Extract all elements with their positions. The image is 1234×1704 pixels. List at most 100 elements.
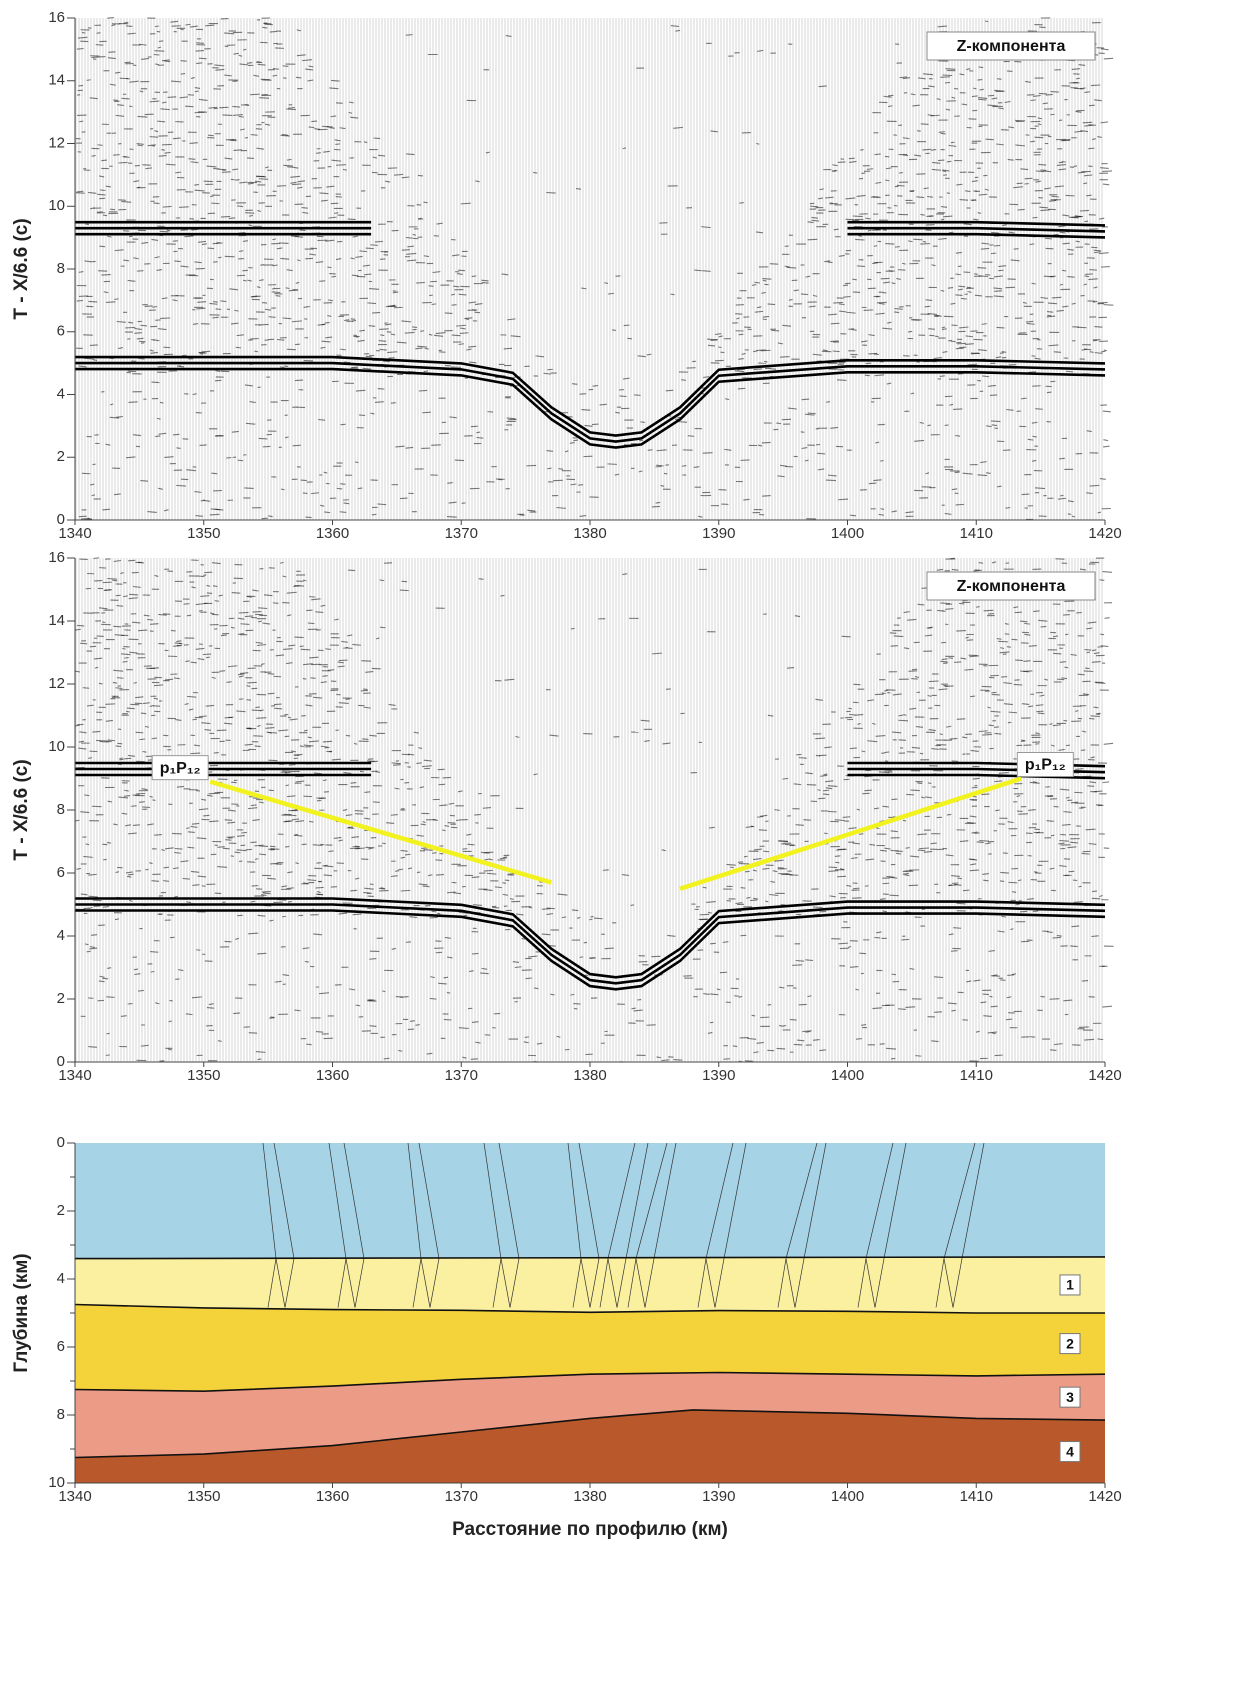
noise bbox=[571, 383, 578, 385]
noise bbox=[977, 97, 988, 99]
noise bbox=[919, 847, 930, 850]
noise bbox=[155, 435, 161, 438]
noise bbox=[1020, 740, 1025, 743]
noise bbox=[1020, 670, 1029, 673]
noise bbox=[296, 29, 301, 32]
noise bbox=[1013, 248, 1019, 250]
noise bbox=[355, 389, 366, 392]
noise bbox=[98, 980, 105, 983]
noise bbox=[168, 1020, 172, 1023]
noise bbox=[174, 851, 181, 854]
noise bbox=[89, 483, 95, 486]
noise bbox=[227, 665, 238, 668]
noise bbox=[209, 302, 218, 305]
noise bbox=[1059, 788, 1070, 791]
noise bbox=[229, 288, 239, 291]
noise bbox=[959, 199, 969, 201]
noise bbox=[979, 839, 990, 842]
noise bbox=[293, 166, 299, 169]
noise bbox=[255, 706, 261, 709]
noise bbox=[1071, 925, 1080, 928]
noise bbox=[971, 95, 978, 98]
noise bbox=[391, 947, 397, 950]
noise bbox=[92, 463, 96, 466]
noise bbox=[1058, 225, 1066, 228]
x-tick-label: 1370 bbox=[445, 525, 478, 542]
noise bbox=[185, 1013, 193, 1016]
noise bbox=[254, 858, 259, 861]
noise bbox=[891, 510, 897, 513]
noise bbox=[905, 1006, 916, 1009]
noise bbox=[778, 986, 785, 989]
noise bbox=[693, 466, 700, 468]
noise bbox=[856, 194, 866, 197]
noise bbox=[855, 238, 865, 241]
noise bbox=[141, 241, 149, 244]
noise bbox=[460, 202, 471, 205]
noise bbox=[325, 336, 333, 339]
noise bbox=[1004, 633, 1010, 635]
noise bbox=[1062, 138, 1071, 141]
noise bbox=[1084, 1038, 1095, 1041]
noise bbox=[86, 950, 91, 953]
noise bbox=[272, 67, 280, 70]
noise bbox=[1052, 724, 1061, 727]
noise bbox=[178, 642, 183, 645]
noise bbox=[145, 725, 149, 728]
noise bbox=[191, 996, 202, 999]
noise bbox=[730, 866, 734, 869]
noise bbox=[286, 887, 294, 890]
seismic-event bbox=[75, 909, 1106, 991]
noise bbox=[527, 509, 536, 512]
noise bbox=[1059, 839, 1069, 842]
noise bbox=[943, 662, 948, 664]
noise bbox=[201, 350, 211, 353]
noise bbox=[738, 358, 744, 360]
noise bbox=[828, 866, 838, 869]
noise bbox=[305, 516, 312, 519]
noise bbox=[379, 579, 385, 582]
noise bbox=[910, 789, 920, 792]
noise bbox=[615, 411, 620, 414]
noise bbox=[701, 226, 711, 229]
noise bbox=[416, 762, 422, 764]
noise bbox=[209, 820, 219, 823]
noise bbox=[830, 340, 839, 343]
noise bbox=[451, 334, 461, 337]
noise bbox=[297, 186, 303, 189]
noise bbox=[232, 114, 243, 116]
noise bbox=[564, 450, 569, 453]
noise bbox=[965, 636, 969, 639]
noise bbox=[309, 656, 319, 659]
noise bbox=[886, 875, 895, 878]
noise bbox=[485, 151, 490, 154]
noise bbox=[1058, 457, 1065, 460]
noise bbox=[200, 595, 210, 597]
noise bbox=[444, 825, 450, 827]
noise bbox=[111, 24, 116, 27]
noise bbox=[1092, 890, 1098, 893]
noise bbox=[795, 959, 805, 962]
noise bbox=[118, 161, 128, 164]
noise bbox=[1025, 80, 1031, 83]
noise bbox=[1063, 811, 1072, 813]
noise bbox=[254, 745, 261, 748]
noise bbox=[902, 872, 909, 875]
noise bbox=[173, 644, 183, 647]
noise bbox=[1053, 805, 1059, 808]
noise bbox=[122, 647, 126, 650]
noise bbox=[343, 771, 352, 774]
noise bbox=[656, 449, 667, 452]
noise bbox=[867, 229, 872, 232]
noise bbox=[893, 134, 897, 136]
noise bbox=[1098, 252, 1109, 255]
noise bbox=[967, 363, 978, 366]
noise bbox=[852, 842, 860, 845]
noise bbox=[149, 100, 160, 103]
noise bbox=[988, 384, 996, 387]
noise bbox=[203, 814, 210, 817]
noise bbox=[232, 168, 239, 171]
noise bbox=[772, 870, 778, 873]
noise bbox=[157, 46, 162, 49]
noise bbox=[751, 284, 757, 286]
